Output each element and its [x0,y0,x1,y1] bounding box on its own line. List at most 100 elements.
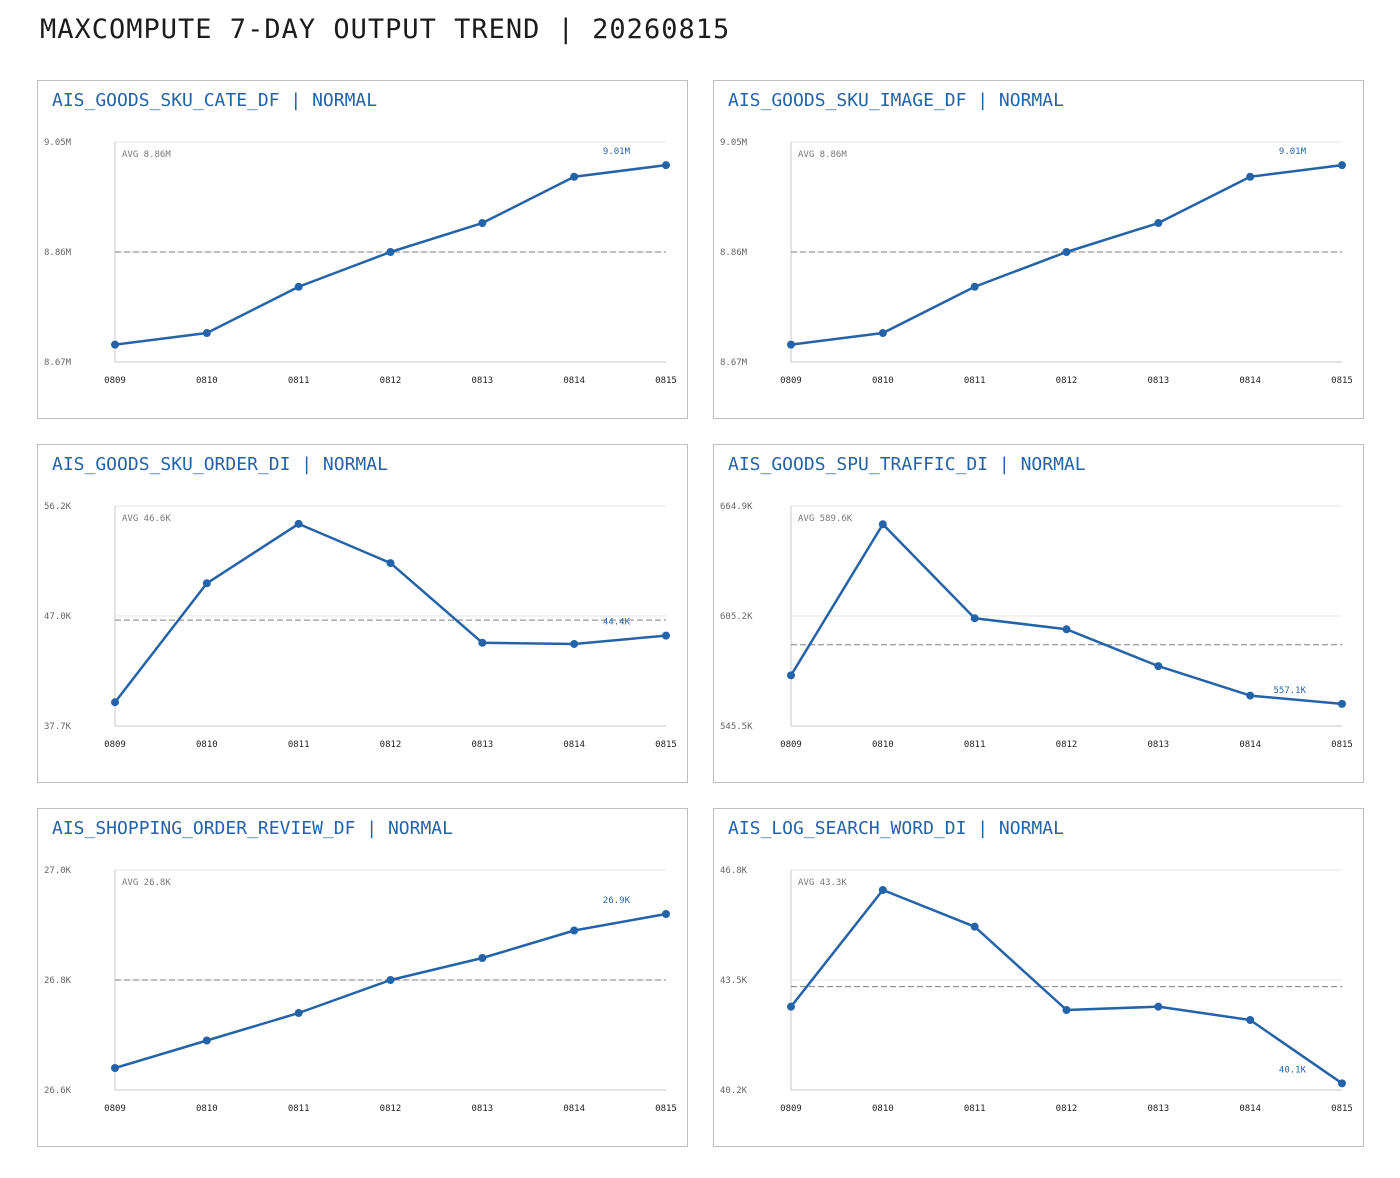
last-value-label: 557.1K [1273,686,1306,696]
average-label: AVG 8.86M [122,150,171,160]
x-tick-label: 0814 [563,740,585,750]
data-point [202,329,211,338]
data-point [662,631,670,640]
line-chart: 46.8K 43.5K 40.2K 0809 0810 0811 0812 0813 0814 0… [720,866,1353,1114]
x-tick-label: 0811 [288,740,310,750]
x-tick-label: 0809 [780,740,802,750]
x-tick-label: 0810 [196,1104,218,1114]
y-tick-label: 46.8K [720,866,748,876]
line-chart: 56.2K 47.0K 37.7K 0809 0810 0811 0812 0813 0814 0… [44,502,677,750]
average-label: AVG 589.6K [798,514,853,524]
line-chart: 9.05M 8.86M 8.67M 0809 0810 0811 0812 0813 0814 0… [44,138,677,386]
data-point [1062,625,1071,634]
data-point [1338,1079,1346,1088]
data-point [787,340,795,349]
series-line [789,522,1343,706]
y-tick-label: 8.67M [720,358,748,368]
y-tick-label: 8.67M [44,358,72,368]
y-tick-label: 9.05M [44,138,72,148]
data-point [111,1064,119,1072]
x-tick-label: 0815 [655,376,677,386]
last-value-label: 40.1K [1279,1065,1307,1075]
x-tick-label: 0814 [1239,376,1261,386]
x-tick-label: 0815 [655,1104,677,1114]
chart-panel-sku-order: AIS_GOODS_SKU_ORDER_DI | NORMAL 56.2K 47.… [37,444,688,783]
y-tick-label: 664.9K [720,502,753,512]
x-tick-label: 0811 [964,740,986,750]
y-tick-label: 47.0K [44,612,72,622]
x-tick-label: 0810 [196,376,218,386]
data-point [111,340,119,349]
x-tick-label: 0815 [1331,376,1353,386]
data-point [478,219,487,228]
data-point [294,282,303,291]
data-point [478,638,487,647]
line-chart: 664.9K 605.2K 545.5K 0809 0810 0811 0812 0813 08… [720,502,1353,750]
chart-panel-search-word: AIS_LOG_SEARCH_WORD_DI | NORMAL 46.8K 43.… [713,808,1364,1147]
x-tick-label: 0815 [1331,1104,1353,1114]
data-point [386,559,395,568]
y-tick-label: 56.2K [44,502,72,512]
data-point [1246,172,1255,181]
x-tick-label: 0813 [471,740,493,750]
data-point [1154,219,1163,228]
data-point [386,248,395,256]
data-point [1062,1006,1071,1014]
y-tick-label: 605.2K [720,612,753,622]
data-point [570,172,579,181]
data-point [202,579,211,588]
x-tick-label: 0814 [1239,1104,1261,1114]
data-point [202,1036,211,1045]
x-tick-label: 0813 [1147,740,1169,750]
chart-panel-order-review: AIS_SHOPPING_ORDER_REVIEW_DF | NORMAL 27… [37,808,688,1147]
x-tick-label: 0811 [964,376,986,386]
data-point [970,614,979,623]
x-tick-label: 0813 [1147,1104,1169,1114]
data-point [662,161,670,170]
chart-title: AIS_GOODS_SPU_TRAFFIC_DI | NORMAL [728,454,1086,475]
y-tick-label: 40.2K [720,1086,748,1096]
x-tick-label: 0813 [471,376,493,386]
x-tick-label: 0812 [1056,1104,1078,1114]
data-point [878,886,887,894]
chart-panel-spu-traffic: AIS_GOODS_SPU_TRAFFIC_DI | NORMAL 664.9K… [713,444,1364,783]
data-point [1154,662,1163,671]
data-point [294,519,303,528]
data-point [787,1002,795,1011]
chart-title: AIS_GOODS_SKU_ORDER_DI | NORMAL [52,454,388,475]
data-point [970,922,979,931]
x-tick-label: 0814 [1239,740,1261,750]
line-chart: 27.0K 26.8K 26.6K 0809 0810 0811 0812 0813 0814 0… [44,866,677,1114]
x-tick-label: 0810 [872,1104,894,1114]
x-tick-label: 0810 [196,740,218,750]
average-label: AVG 26.8K [122,878,171,888]
x-tick-label: 0812 [380,740,402,750]
x-tick-label: 0811 [288,1104,310,1114]
x-tick-label: 0813 [471,1104,493,1114]
x-tick-label: 0815 [655,740,677,750]
chart-title: AIS_SHOPPING_ORDER_REVIEW_DF | NORMAL [52,818,453,839]
data-point [1338,699,1346,708]
x-tick-label: 0812 [1056,376,1078,386]
x-tick-label: 0809 [104,376,126,386]
y-tick-label: 8.86M [44,248,72,258]
y-tick-label: 37.7K [44,722,72,732]
x-tick-label: 0811 [288,376,310,386]
data-point [1246,691,1255,700]
x-tick-label: 0809 [104,740,126,750]
x-tick-label: 0812 [380,1104,402,1114]
last-value-label: 26.9K [603,896,631,906]
data-point [478,954,487,962]
x-tick-label: 0809 [104,1104,126,1114]
data-point [662,910,670,918]
data-point [111,698,119,707]
x-tick-label: 0810 [872,376,894,386]
last-value-label: 9.01M [603,147,631,157]
average-label: AVG 46.6K [122,514,171,524]
data-point [386,976,395,984]
average-label: AVG 43.3K [798,878,847,888]
y-tick-label: 26.8K [44,976,72,986]
last-value-label: 9.01M [1279,147,1307,157]
data-point [570,639,579,648]
y-tick-label: 545.5K [720,722,753,732]
